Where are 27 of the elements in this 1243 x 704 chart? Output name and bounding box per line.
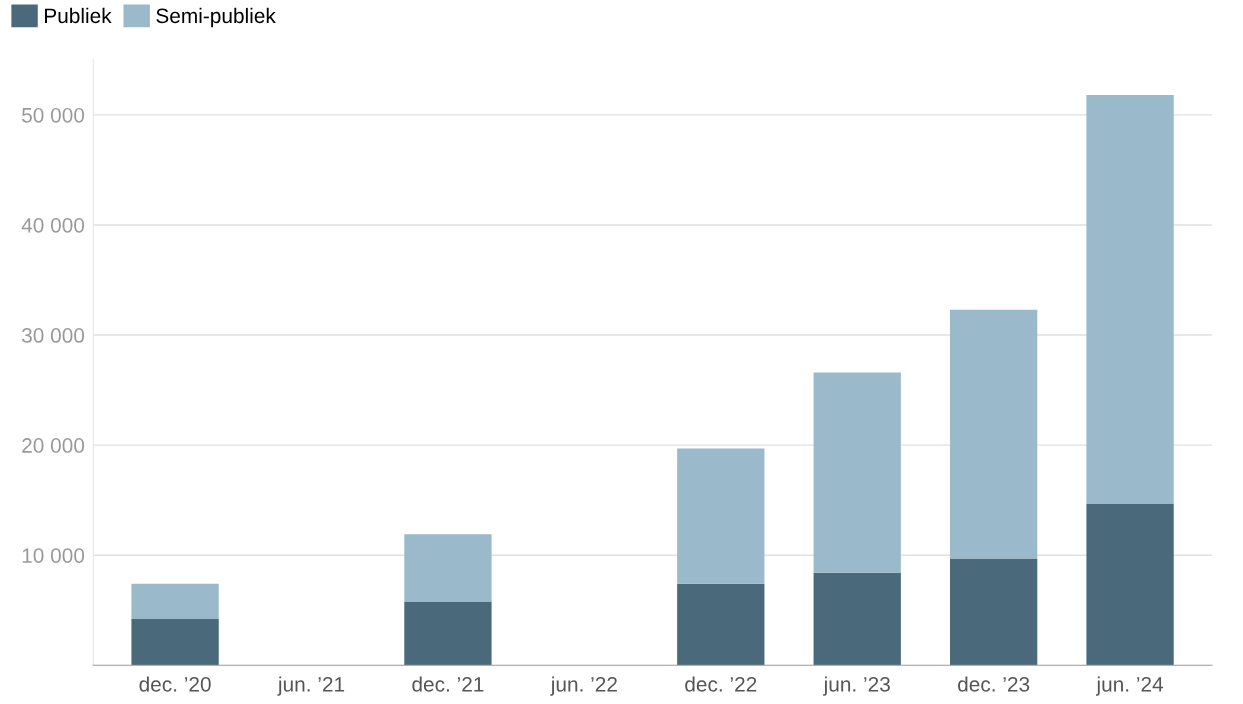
bar xyxy=(131,619,219,666)
bar xyxy=(949,309,1038,559)
bar xyxy=(677,448,765,584)
bar xyxy=(949,558,1038,666)
x-tick-label: jun. ’22 xyxy=(550,676,617,696)
bar xyxy=(813,372,901,573)
y-tick-label: 50 000 xyxy=(22,107,85,123)
bar xyxy=(677,583,765,666)
y-tick-label: 30 000 xyxy=(21,328,85,343)
x-tick-label: dec. ’23 xyxy=(958,676,1030,692)
bar xyxy=(131,583,219,620)
x-tick-label: jun. ’21 xyxy=(277,676,345,696)
x-tick-label: jun. ’23 xyxy=(823,676,890,696)
bar xyxy=(404,601,492,666)
bar xyxy=(404,534,492,602)
y-tick-label: 20 000 xyxy=(22,438,85,453)
bar xyxy=(813,572,901,666)
x-tick-label: dec. ’21 xyxy=(412,676,484,692)
y-tick-label: 40 000 xyxy=(21,217,85,233)
legend-label: Semi-publiek xyxy=(156,7,276,28)
legend-label: Publiek xyxy=(45,7,112,24)
bar xyxy=(1086,503,1174,666)
y-tick-label: 10 000 xyxy=(22,548,85,563)
x-tick-label: jun. ’24 xyxy=(1095,676,1164,696)
x-tick-label: dec. ’20 xyxy=(139,676,211,692)
bar xyxy=(1086,95,1174,504)
x-tick-label: dec. ’22 xyxy=(685,676,757,692)
